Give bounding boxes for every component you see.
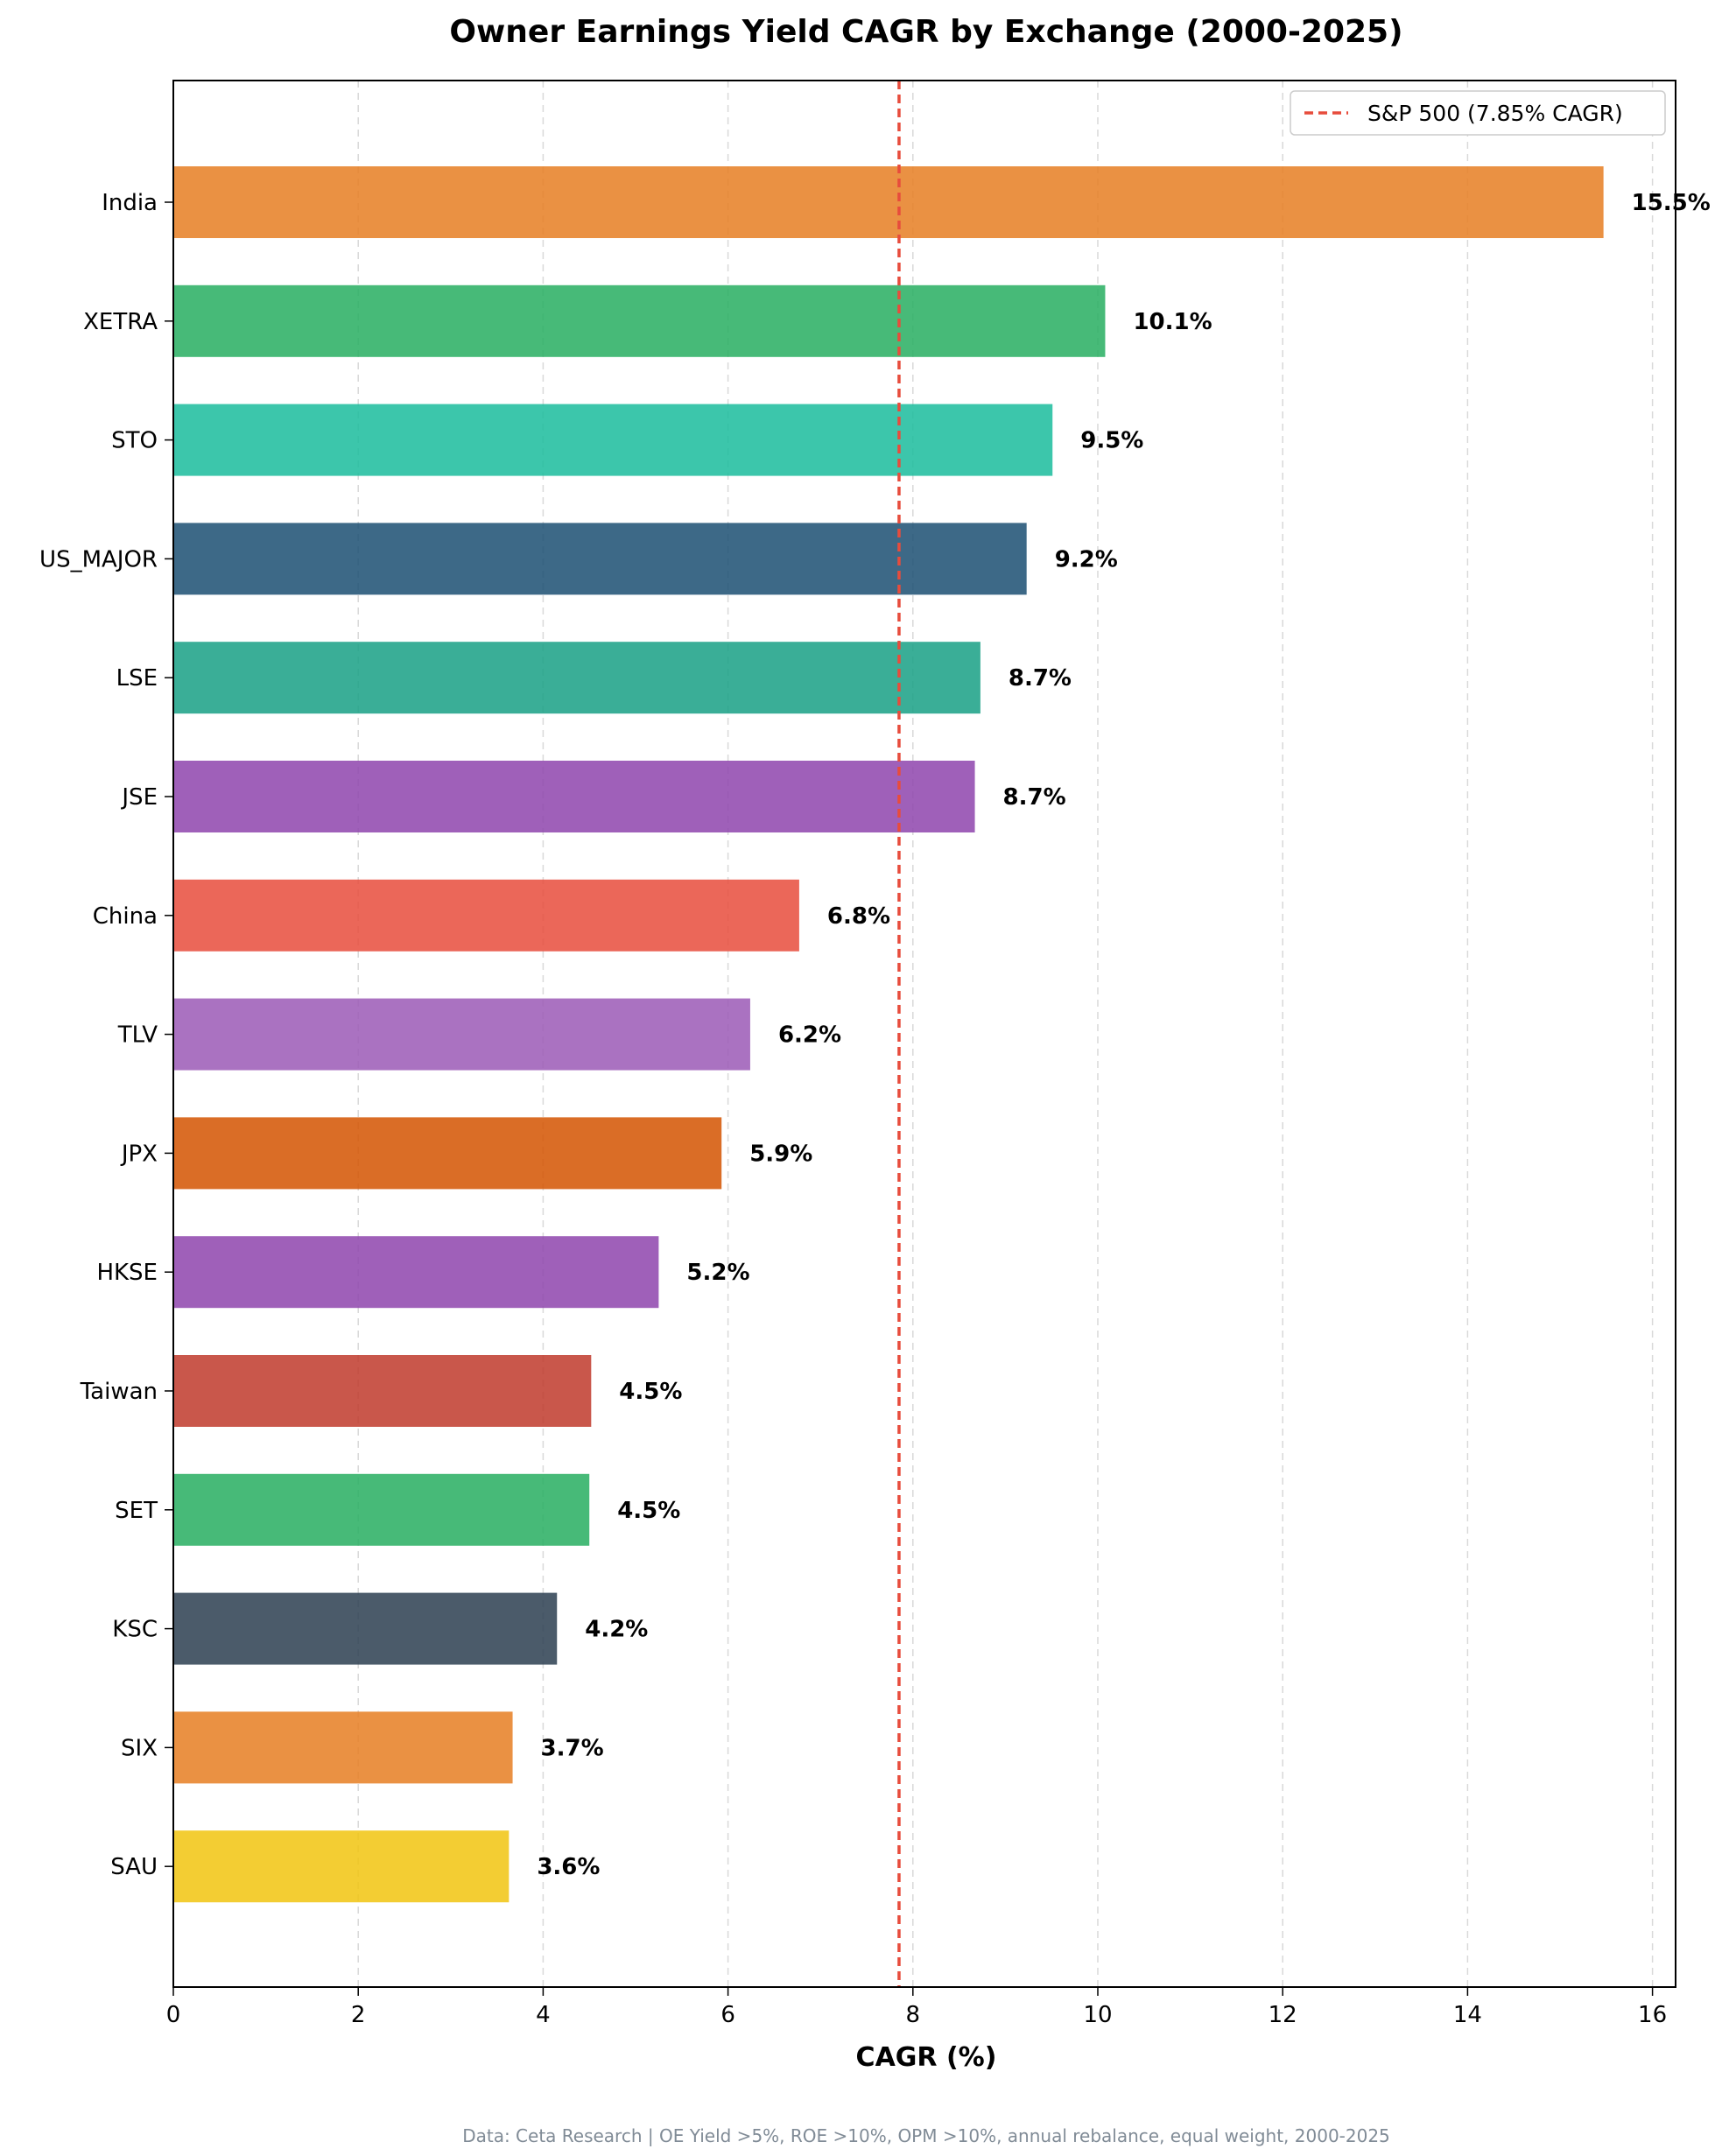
bar-value-label: 6.2% [778,1022,841,1049]
y-tick-label: China [93,903,158,930]
bar-value-label: 4.5% [619,1379,682,1405]
bar-value-label: 9.5% [1080,428,1143,454]
bar-hkse [173,1236,659,1309]
axes: 0 2 4 6 8 10 12 14 16 India XETRA STO US_MAJOR LSE JSE… [39,190,1667,2028]
x-tick-label: 14 [1453,2002,1482,2028]
y-tick-label: SIX [121,1735,158,1761]
y-tick-label: JSE [120,784,158,811]
bar-xetra [173,284,1106,357]
x-tick-label: 10 [1083,2002,1112,2028]
y-tick-label: XETRA [83,309,158,335]
x-tick-label: 8 [906,2002,921,2028]
bar-china [173,879,799,952]
bar-value-label: 4.2% [585,1617,648,1643]
y-tick-label: STO [111,428,158,454]
y-tick-label: US_MAJOR [39,546,158,572]
x-tick-label: 4 [536,2002,551,2028]
bar-tlv [173,998,750,1071]
bar-lse [173,642,980,714]
bar-jse [173,761,975,832]
bar-set [173,1473,590,1546]
y-tick-label: SET [115,1498,158,1524]
y-tick-label: HKSE [96,1260,158,1286]
bar-value-label: 3.7% [541,1735,604,1761]
x-tick-label: 12 [1269,2002,1297,2028]
bar-ksc [173,1592,558,1665]
legend-box [1290,90,1666,136]
x-axis-title: CAGR (%) [856,2042,997,2073]
x-tick-label: 16 [1638,2002,1667,2028]
y-tick-label: Taiwan [80,1379,158,1405]
chart-title: Owner Earnings Yield CAGR by Exchange (2… [449,14,1402,50]
bar-value-label: 5.2% [686,1260,749,1286]
bar-sau [173,1830,510,1903]
bar-value-label: 5.9% [749,1141,812,1167]
y-tick-label: KSC [112,1617,158,1643]
x-tick-label: 2 [351,2002,366,2028]
bar-india [173,166,1604,238]
bar-value-label: 8.7% [1003,784,1066,811]
bar-jpx [173,1117,722,1190]
y-tick-label: SAU [110,1854,158,1880]
bar-value-label: 6.8% [827,903,890,930]
y-tick-label: LSE [116,665,158,692]
y-tick-label: JPX [120,1141,158,1167]
footer-note: Data: Ceta Research | OE Yield >5%, ROE … [462,2125,1390,2146]
y-tick-label: TLV [117,1022,158,1049]
bar-value-label: 4.5% [617,1498,680,1524]
legend: S&P 500 (7.85% CAGR) [1290,90,1666,136]
bar-us-major [173,523,1027,595]
x-tick-label: 0 [166,2002,181,2028]
bar-sto [173,404,1053,476]
bars: 15.5% 10.1% 9.5% 9.2% 8.7% 8.7% 6.8% 6.2% 5.9% 5.… [173,166,1711,1903]
legend-label: S&P 500 (7.85% CAGR) [1367,101,1623,126]
bar-taiwan [173,1355,592,1427]
bar-value-label: 10.1% [1133,309,1212,335]
bar-value-label: 15.5% [1632,190,1711,216]
y-tick-label: India [102,190,158,216]
bar-six [173,1711,513,1784]
bar-value-label: 8.7% [1009,665,1072,692]
bar-value-label: 3.6% [537,1854,600,1880]
bar-value-label: 9.2% [1055,546,1118,572]
x-tick-label: 6 [720,2002,735,2028]
